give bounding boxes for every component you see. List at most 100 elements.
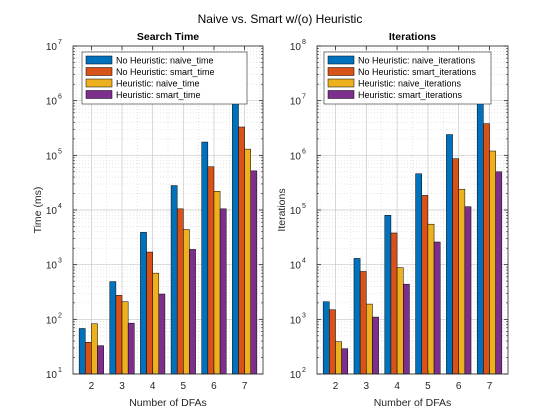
legend-swatch: [85, 55, 113, 65]
bar-time-s1-c2: [85, 342, 92, 375]
bar-iter-s2-c4: [396, 267, 404, 375]
bar-time-s3-c6: [219, 208, 227, 375]
x-tick-label: 6: [211, 381, 217, 392]
bar-iter-s1-c5: [421, 195, 429, 375]
bar-time-s0-c5: [170, 185, 178, 375]
legend-entry: Heuristic: naive_iterations: [358, 79, 462, 89]
y-tick-exponent: 6: [302, 148, 306, 155]
bar-time-s0-c6: [201, 141, 209, 375]
x-tick-label: 3: [364, 381, 370, 392]
legend-entry: No Heuristic: smart_time: [116, 67, 215, 77]
y-tick-exponent: 5: [302, 203, 306, 210]
x-tick-label: 4: [394, 381, 400, 392]
bar-iter-s0-c4: [384, 215, 392, 375]
bar-iter-s1-c6: [452, 158, 459, 375]
y-tick-exponent: 2: [302, 367, 306, 374]
y-tick-exponent: 1: [58, 367, 62, 374]
y-tick-exponent: 3: [302, 312, 306, 319]
bar-time-s0-c4: [140, 232, 147, 375]
bar-time-s2-c3: [121, 301, 129, 375]
bar-time-s2-c4: [152, 272, 160, 375]
bar-time-s1-c4: [146, 251, 153, 375]
bar-iter-s3-c7: [495, 171, 503, 375]
legend-swatch: [327, 90, 355, 99]
bar-iter-s0-c7: [476, 97, 484, 375]
bar-iter-s2-c2: [335, 341, 342, 375]
bar-iter-s0-c2: [322, 301, 330, 375]
bar-iter-s3-c2: [341, 348, 349, 375]
y-tick-label: 10: [46, 315, 58, 326]
x-tick-label: 2: [333, 381, 339, 392]
x-tick-label: 2: [89, 381, 95, 392]
legend-swatch: [327, 67, 355, 76]
bar-time-s3-c2: [97, 345, 104, 375]
y-tick-label: 10: [290, 151, 302, 162]
x-axis-label: Number of DFAs: [374, 397, 452, 409]
legend-swatch: [85, 78, 113, 88]
bar-iter-s1-c3: [359, 271, 367, 375]
bar-iter-s0-c6: [446, 134, 453, 375]
bar-iter-s1-c2: [329, 309, 336, 375]
y-tick-exponent: 2: [58, 312, 62, 319]
bar-time-s1-c3: [115, 295, 123, 375]
y-tick-label: 10: [46, 261, 58, 272]
y-tick-exponent: 5: [58, 148, 62, 155]
y-tick-label: 10: [290, 370, 302, 381]
bar-time-s3-c7: [250, 170, 258, 375]
bar-time-s3-c4: [158, 293, 166, 375]
y-tick-exponent: 6: [58, 94, 62, 101]
bar-time-s2-c6: [213, 191, 221, 375]
y-tick-exponent: 4: [58, 203, 62, 210]
bar-time-s1-c6: [207, 166, 215, 375]
bar-iter-s2-c7: [489, 150, 496, 375]
bar-iter-s2-c6: [458, 188, 466, 375]
legend-entry: No Heuristic: naive_time: [116, 56, 214, 66]
bar-iter-s3-c5: [433, 241, 441, 375]
legend-entry: Heuristic: naive_time: [116, 79, 200, 89]
bar-time-s1-c5: [176, 208, 184, 375]
legend-entry: No Heuristic: smart_iterations: [358, 67, 477, 77]
x-tick-label: 6: [456, 381, 462, 392]
bar-iter-s1-c4: [390, 232, 398, 375]
y-axis-label: Iterations: [276, 188, 288, 231]
panel-title: Search Time: [137, 31, 199, 43]
legend-entry: Heuristic: smart_time: [116, 90, 201, 100]
y-tick-label: 10: [46, 151, 58, 162]
y-tick-exponent: 8: [302, 39, 306, 46]
y-tick-exponent: 4: [302, 258, 306, 265]
bar-time-s3-c5: [189, 249, 196, 375]
legend-swatch: [327, 55, 355, 65]
y-tick-label: 10: [46, 97, 58, 108]
x-tick-label: 3: [119, 381, 125, 392]
bar-time-s2-c7: [244, 148, 251, 375]
y-tick-label: 10: [290, 97, 302, 108]
y-tick-label: 10: [290, 315, 302, 326]
y-tick-label: 10: [290, 42, 302, 53]
iterations-panel: 10 210 310 410 510 610 710 82 3 4 5 6 7IterationsNum…: [276, 31, 509, 409]
figure-title: Naive vs. Smart w/(o) Heuristic: [198, 12, 363, 26]
bar-time-s2-c5: [183, 229, 190, 375]
bar-iter-s3-c6: [464, 206, 472, 375]
bar-iter-s2-c5: [427, 223, 435, 375]
x-axis-label: Number of DFAs: [129, 397, 207, 409]
bar-time-s0-c7: [232, 99, 239, 375]
bar-iter-s0-c5: [415, 173, 422, 375]
y-tick-exponent: 3: [58, 258, 62, 265]
bar-iter-s2-c3: [366, 303, 373, 375]
x-tick-label: 5: [181, 381, 187, 392]
x-tick-label: 7: [242, 381, 248, 392]
legend-entry: No Heuristic: naive_iterations: [358, 56, 476, 66]
y-tick-label: 10: [46, 42, 58, 53]
bar-time-s0-c2: [78, 328, 86, 375]
y-tick-label: 10: [46, 370, 58, 381]
bar-time-s1-c7: [238, 126, 245, 375]
y-tick-exponent: 7: [302, 94, 306, 101]
bar-iter-s0-c3: [353, 258, 361, 375]
y-tick-exponent: 7: [58, 39, 62, 46]
bar-iter-s1-c7: [483, 123, 490, 375]
x-tick-label: 4: [150, 381, 156, 392]
